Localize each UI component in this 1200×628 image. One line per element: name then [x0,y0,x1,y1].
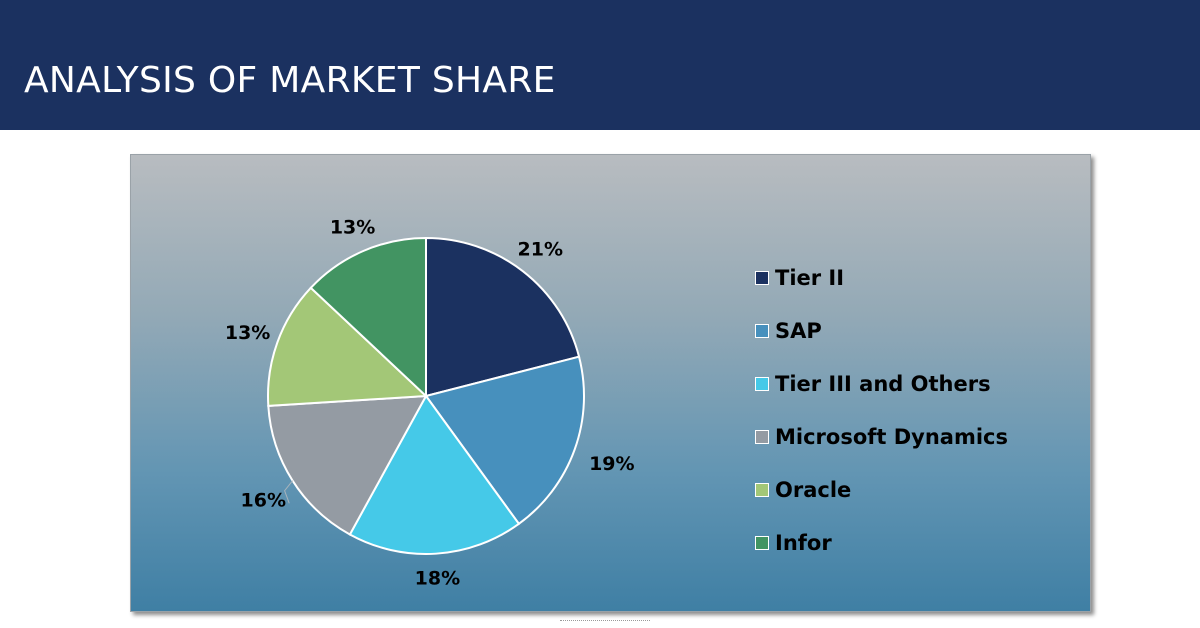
legend-item: Tier II [755,251,1075,304]
legend-item: Infor [755,516,1075,569]
chart-panel: 21% 19% 18% 16% 13% 13% Tier II SAP Tier III an… [130,154,1091,612]
legend-swatch [755,429,769,444]
legend-item: Oracle [755,463,1075,516]
legend-label: Tier II [775,265,845,290]
legend-label: Infor [775,530,832,555]
legend-label: Microsoft Dynamics [775,424,1009,449]
chart-legend: Tier II SAP Tier III and Others Microsoft D… [755,251,1075,569]
pie-slice-sap [424,355,585,526]
data-label: 16% [241,489,286,511]
legend-swatch [755,482,769,497]
data-label: 21% [518,239,563,261]
pie-chart: 21% 19% 18% 16% 13% 13% [225,216,635,589]
legend-label: Oracle [775,477,852,502]
pie-slice-infor [309,236,427,399]
footer-divider [560,620,650,624]
pie-slice-microsoft-dynamics [267,394,428,536]
legend-swatch [755,535,769,550]
data-label: 13% [225,322,270,344]
page-title: ANALYSIS OF MARKET SHARE [24,60,556,101]
data-label: 19% [589,453,634,475]
legend-swatch [755,376,769,391]
legend-label: Tier III and Others [775,371,991,396]
legend-label: SAP [775,318,822,343]
legend-item: Tier III and Others [755,357,1075,410]
pie-slice-oracle [267,286,429,407]
legend-swatch [755,270,769,285]
legend-swatch [755,323,769,338]
legend-item: SAP [755,304,1075,357]
legend-item: Microsoft Dynamics [755,410,1075,463]
data-label: 13% [330,216,375,238]
pie-slice-tier-ii [425,236,581,398]
data-label: 18% [415,567,460,589]
pie-slice-tier-iii-and-others [348,394,521,555]
leader-line [284,480,293,504]
title-bar: ANALYSIS OF MARKET SHARE [0,0,1200,130]
